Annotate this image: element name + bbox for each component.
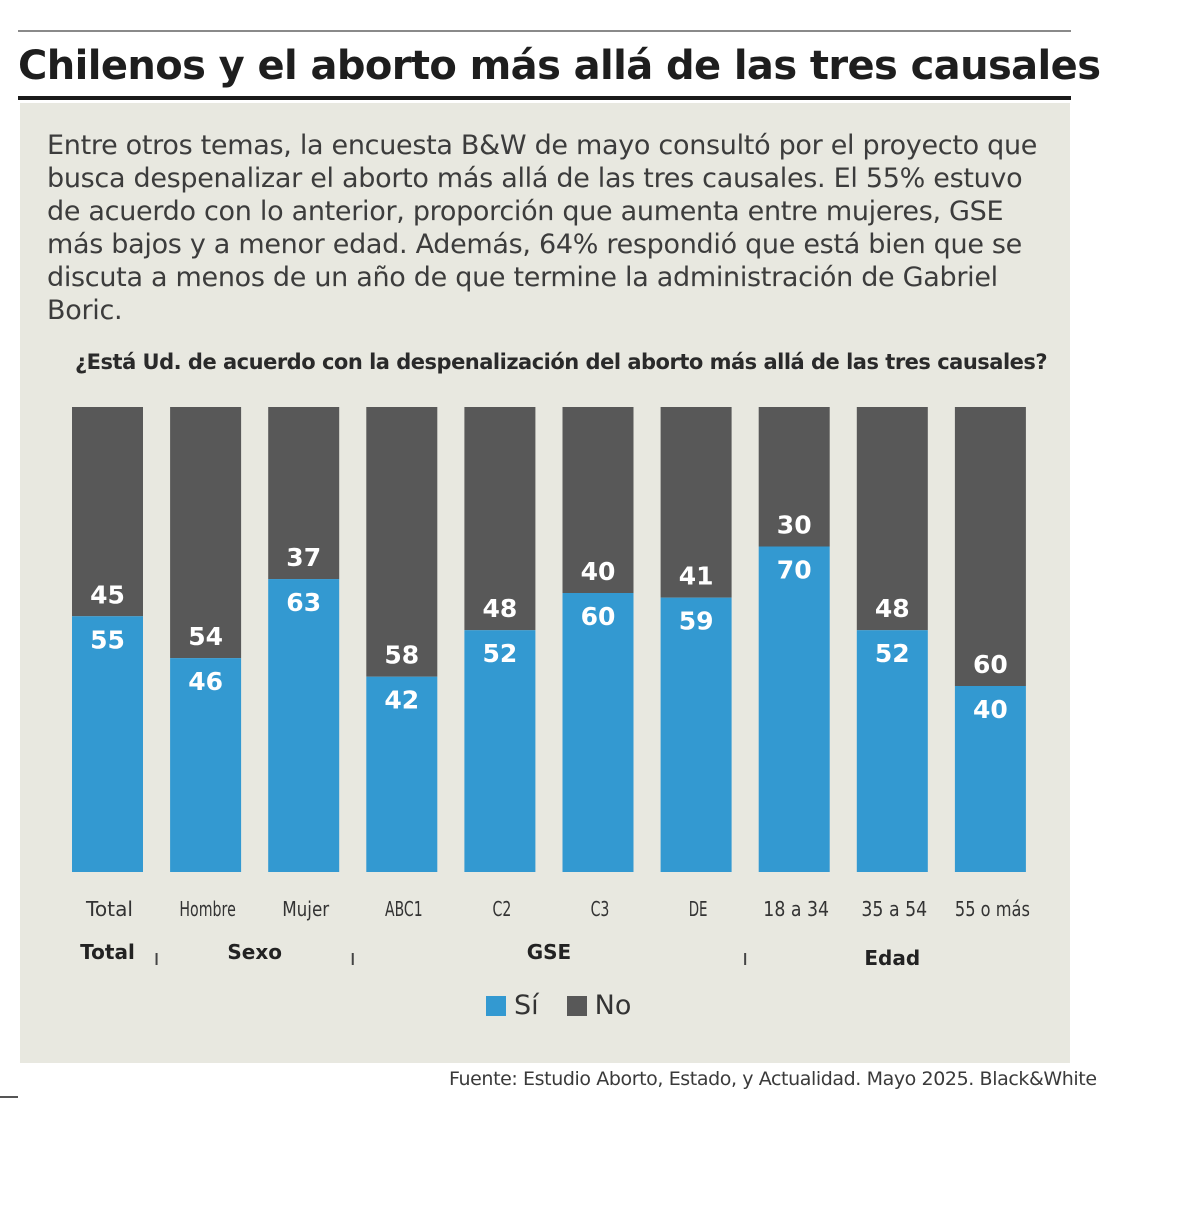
- value-label-si-c2: 52: [483, 639, 518, 668]
- bar-si-mujer: [268, 579, 340, 872]
- value-label-si-55-o-m-s: 40: [973, 695, 1008, 724]
- page-title: Chilenos y el aborto más allá de las tre…: [18, 43, 1101, 89]
- bar-si-total: [72, 616, 143, 872]
- value-label-no-18-a-34: 30: [777, 511, 812, 540]
- top-rule: [18, 30, 1071, 32]
- value-label-no-c3: 40: [581, 557, 616, 586]
- group-label-edad: Edad: [864, 946, 920, 970]
- bar-no-total: [72, 407, 143, 617]
- value-label-no-abc1: 58: [384, 641, 419, 670]
- legend-item-si: Sí: [486, 990, 539, 1021]
- value-label-no-hombre: 54: [188, 622, 223, 651]
- intro-text: Entre otros temas, la encuesta B&W de ma…: [47, 130, 1038, 326]
- value-label-no-55-o-m-s: 60: [973, 650, 1008, 679]
- value-label-no-35-a-54: 48: [875, 594, 910, 623]
- legend-swatch-no: [566, 995, 587, 1016]
- bar-no-55-o-m-s: [954, 407, 1026, 686]
- category-label-hombre: Hombre: [179, 897, 235, 921]
- category-label-55-o-m-s: 55 o más: [955, 897, 1030, 921]
- category-label-c3: C3: [591, 897, 610, 921]
- value-label-si-de: 59: [679, 607, 714, 636]
- value-label-si-abc1: 42: [384, 686, 419, 715]
- bar-si-hombre: [170, 658, 242, 872]
- category-label-c2: C2: [493, 897, 512, 921]
- category-label-18-a-34: 18 a 34: [763, 897, 829, 921]
- value-label-si-35-a-54: 52: [875, 639, 910, 668]
- bar-si-18-a-34: [758, 546, 830, 872]
- value-label-no-mujer: 37: [286, 543, 321, 572]
- group-label-gse: GSE: [527, 940, 571, 964]
- category-label-35-a-54: 35 a 54: [861, 897, 927, 921]
- value-label-no-total: 45: [90, 580, 125, 609]
- value-label-si-total: 55: [90, 625, 125, 654]
- value-label-si-c3: 60: [581, 602, 616, 631]
- bar-no-18-a-34: [758, 407, 830, 547]
- legend-label-no: No: [594, 990, 632, 1021]
- bar-no-de: [660, 407, 732, 598]
- category-label-de: DE: [689, 897, 708, 921]
- source-note: Fuente: Estudio Aborto, Estado, y Actual…: [449, 1068, 1097, 1090]
- category-label-mujer: Mujer: [282, 897, 330, 921]
- chart-legend: Sí No: [486, 990, 659, 1021]
- chart-title: ¿Está Ud. de acuerdo con la despenalizac…: [75, 350, 1048, 374]
- bar-si-abc1: [366, 676, 438, 872]
- value-label-si-hombre: 46: [188, 667, 223, 696]
- group-label-total: Total: [80, 940, 135, 964]
- bar-no-abc1: [366, 407, 438, 677]
- bar-no-hombre: [170, 407, 242, 659]
- legend-label-si: Sí: [514, 990, 539, 1021]
- bar-no-c3: [562, 407, 634, 593]
- bar-no-35-a-54: [856, 407, 928, 631]
- category-label-total: Total: [85, 897, 133, 921]
- bar-si-c3: [562, 593, 634, 872]
- bar-no-mujer: [268, 407, 340, 580]
- bar-si-55-o-m-s: [954, 686, 1026, 872]
- group-label-sexo: Sexo: [227, 940, 282, 964]
- value-label-no-c2: 48: [483, 594, 518, 623]
- bar-no-c2: [464, 407, 536, 631]
- value-label-no-de: 41: [679, 562, 714, 591]
- corner-tick: [0, 1096, 18, 1098]
- value-label-si-18-a-34: 70: [777, 556, 812, 585]
- category-label-abc1: ABC1: [385, 897, 423, 921]
- value-label-si-mujer: 63: [286, 588, 321, 617]
- legend-swatch-si: [486, 995, 506, 1016]
- bar-si-de: [660, 597, 732, 872]
- bar-si-c2: [464, 630, 536, 872]
- bar-si-35-a-54: [856, 630, 928, 872]
- legend-item-no: No: [566, 990, 632, 1021]
- title-rule: [18, 96, 1071, 100]
